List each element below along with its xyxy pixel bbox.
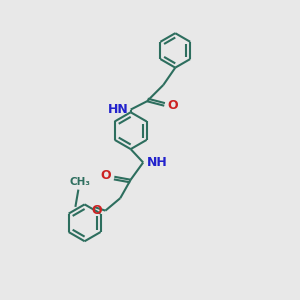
Text: CH₃: CH₃ bbox=[69, 177, 90, 187]
Text: NH: NH bbox=[147, 156, 167, 169]
Text: O: O bbox=[168, 99, 178, 112]
Text: HN: HN bbox=[108, 103, 128, 116]
Text: O: O bbox=[91, 203, 102, 217]
Text: O: O bbox=[100, 169, 111, 182]
